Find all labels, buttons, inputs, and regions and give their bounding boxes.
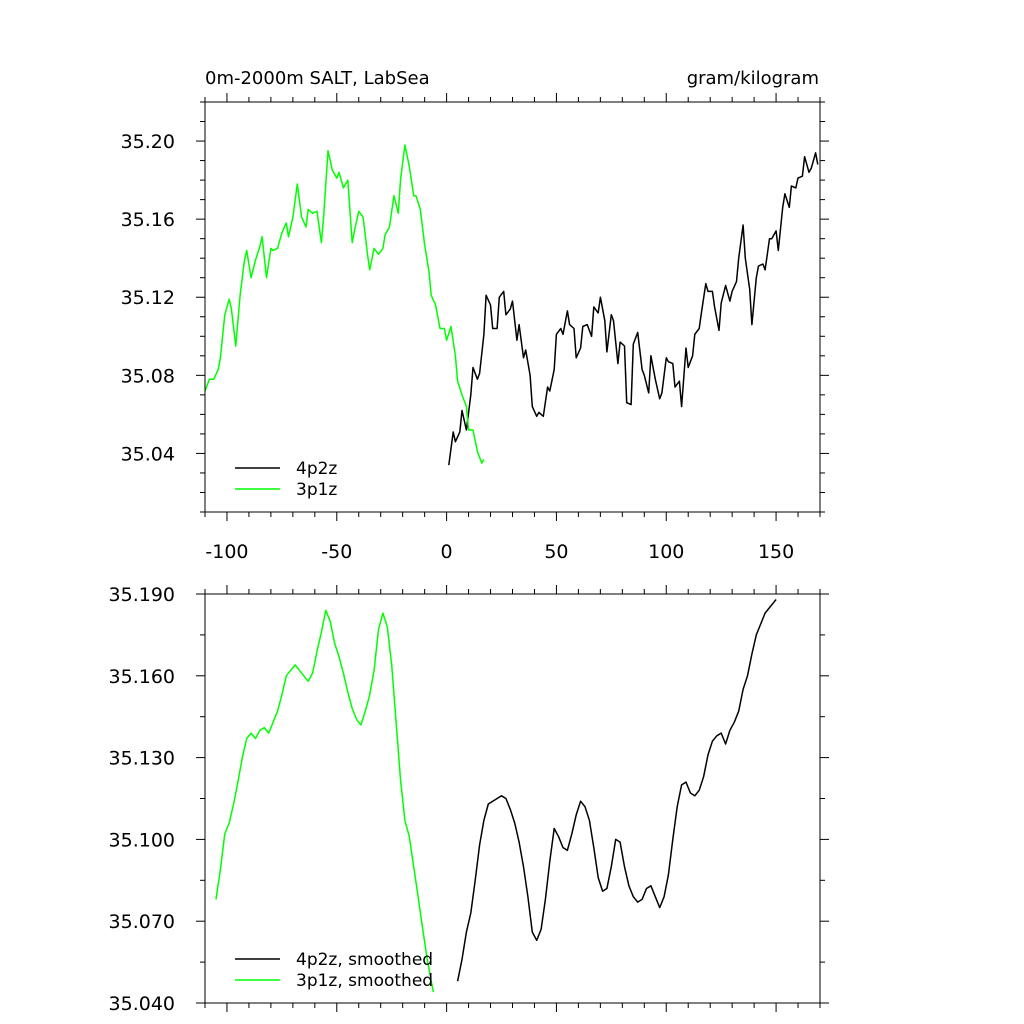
units-label: gram/kilogram: [687, 68, 819, 89]
series-line-4p2z-smoothed: [456, 599, 777, 982]
y-tick-label: 35.100: [109, 829, 175, 851]
y-tick-label: 35.16: [121, 209, 175, 231]
top-panel-ticks: -100 -50 0 50 100 150 35.04 35.08 35.12 35.16 35.2…: [121, 93, 829, 563]
x-tick-label: 50: [544, 541, 568, 563]
x-tick-label: 100: [648, 541, 684, 563]
y-tick-label: 35.08: [121, 365, 175, 387]
y-tick-label: 35.070: [109, 911, 175, 933]
y-tick-label: 35.160: [109, 666, 175, 688]
y-tick-label: 35.040: [109, 993, 175, 1015]
y-tick-label: 35.130: [109, 748, 175, 770]
y-tick-label: 35.04: [121, 443, 175, 465]
legend-label: 3p1z: [296, 480, 337, 500]
series-line-3p1z-smoothed: [215, 609, 435, 993]
top-panel-series: [204, 144, 819, 466]
legend-label: 4p2z: [296, 459, 337, 479]
y-tick-label: 35.190: [109, 584, 175, 606]
series-line-4p2z: [448, 152, 819, 466]
top-plot-frame: [204, 101, 821, 513]
top-panel: 0m-2000m SALT, LabSea gram/kilogram -100…: [121, 68, 829, 563]
x-tick-label: 150: [758, 541, 794, 563]
x-tick-label: -50: [321, 541, 352, 563]
legend-label: 3p1z, smoothed: [296, 971, 433, 991]
series-line-3p1z: [204, 144, 485, 464]
bottom-plot-frame: [204, 593, 821, 1004]
chart-title: 0m-2000m SALT, LabSea: [205, 68, 430, 89]
y-tick-label: 35.20: [121, 131, 175, 153]
legend-label: 4p2z, smoothed: [296, 950, 433, 970]
bottom-panel-ticks: 35.040 35.070 35.100 35.130 35.160 35.190: [109, 584, 829, 1015]
bottom-panel: 35.040 35.070 35.100 35.130 35.160 35.190 4p2…: [109, 584, 829, 1015]
x-tick-label: 0: [441, 541, 453, 563]
y-tick-label: 35.12: [121, 287, 175, 309]
bottom-panel-series: [215, 599, 777, 993]
x-tick-label: -100: [205, 541, 248, 563]
